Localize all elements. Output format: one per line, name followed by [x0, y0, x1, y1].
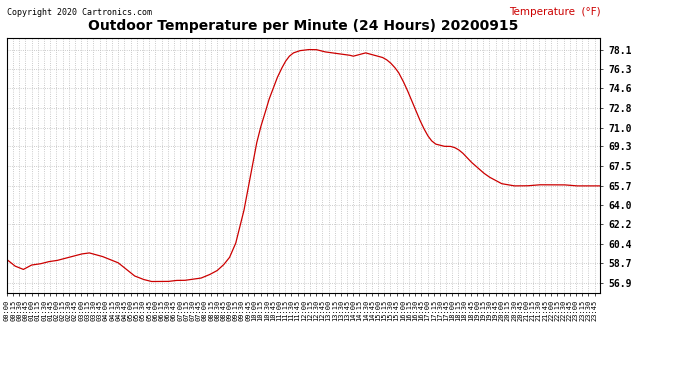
Text: Temperature  (°F): Temperature (°F)	[509, 7, 600, 17]
Text: Outdoor Temperature per Minute (24 Hours) 20200915: Outdoor Temperature per Minute (24 Hours…	[88, 19, 519, 33]
Text: Copyright 2020 Cartronics.com: Copyright 2020 Cartronics.com	[7, 8, 152, 17]
